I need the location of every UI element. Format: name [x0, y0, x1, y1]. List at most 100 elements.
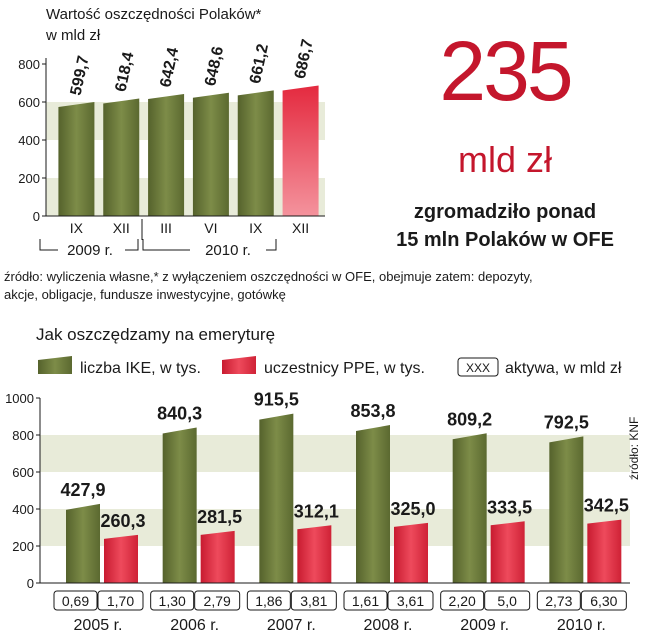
- bar-ppe: [104, 534, 138, 583]
- bar-ike-value-label: 792,5: [544, 412, 589, 432]
- asset-box-ppe: [484, 590, 531, 611]
- asset-box-ppe-label: 3,61: [397, 593, 424, 609]
- bar-ike: [356, 425, 390, 583]
- top-x-tick-label: IX: [70, 220, 84, 236]
- bottom-x-tick-label: 2008 r.: [364, 617, 413, 634]
- legend-label-ppe: uczestnicy PPE, w tys.: [264, 360, 425, 377]
- big-stat-caption-2: 15 mln Polaków w OFE: [396, 229, 614, 251]
- asset-box-ike-label: 1,61: [352, 593, 379, 609]
- bottom-chart-bands: [40, 435, 630, 546]
- legend-swatch-ppe: [222, 356, 256, 374]
- bar: [103, 98, 140, 216]
- top-chart-y-axis: 0 200 400 600 800: [18, 57, 47, 224]
- asset-box-ppe-label: 3,81: [300, 593, 327, 609]
- top-chart-x-axis: IX XII III VI IX XII: [46, 215, 325, 240]
- bottom-y-tick-label: 1000: [5, 391, 34, 406]
- asset-box-ppe: [290, 590, 337, 611]
- top-x-tick-label: III: [160, 220, 172, 236]
- bottom-y-tick-label: 800: [12, 428, 34, 443]
- bar: [148, 93, 185, 216]
- caption-ofe: OFE: [573, 229, 614, 251]
- asset-box-ike: [53, 590, 98, 611]
- top-chart: Wartość oszczędności Polaków* w mld zł 0…: [18, 6, 325, 259]
- bottom-chart-x-axis: 2005 r. 2006 r. 2007 r. 2008 r. 2009 r. 2010 …: [40, 582, 630, 634]
- asset-box-ppe: [194, 590, 241, 611]
- legend-label-assets: aktywa, w mld zł: [505, 360, 622, 377]
- bar-ppe-value-label: 333,5: [487, 497, 532, 517]
- bar-ike-value-label: 840,3: [157, 404, 202, 424]
- bar-ppe-value-label: 312,1: [294, 501, 339, 521]
- asset-box-ike: [440, 590, 485, 611]
- top-chart-unit: w mld zł: [45, 27, 101, 44]
- top-y-tick-label: 800: [18, 57, 40, 72]
- bar-ike-value-label: 853,8: [350, 401, 395, 421]
- source-note-line2: akcje, obligacje, fundusze inwestycyjne,…: [4, 287, 286, 302]
- big-stat-unit: mld zł: [458, 139, 552, 180]
- asset-box-ike: [343, 590, 388, 611]
- bar-highlight: [282, 85, 319, 216]
- bar-ike: [452, 433, 487, 583]
- bar-ppe-value-label: 342,5: [584, 496, 629, 516]
- year-bracket-2009-left: [39, 239, 58, 251]
- bar-value-label: 618,4: [113, 51, 138, 94]
- bottom-x-tick-label: 2007 r.: [267, 617, 316, 634]
- bar-value-label: 648,6: [202, 45, 227, 88]
- bar-ike-value-label: 427,9: [60, 480, 105, 500]
- bar-ppe-value-label: 260,3: [100, 511, 145, 531]
- big-stat: 235 mld zł zgromadziło ponad 15 mln Pola…: [396, 24, 614, 251]
- caption-plain: 15 mln Polaków w: [396, 229, 573, 251]
- big-stat-number: 235: [439, 24, 570, 118]
- bottom-x-tick-label: 2005 r.: [74, 617, 123, 634]
- bar-ppe-value-label: 325,0: [390, 499, 435, 519]
- bottom-chart-title: Jak oszczędzamy na emeryturę: [36, 325, 275, 344]
- asset-box-ike-label: 1,30: [159, 593, 186, 609]
- bar: [237, 90, 274, 216]
- asset-box-ppe-label: 1,70: [107, 593, 134, 609]
- top-y-tick-label: 600: [18, 95, 40, 110]
- asset-box-ppe-label: 6,30: [590, 593, 617, 609]
- asset-box-ppe: [387, 590, 434, 611]
- bottom-y-tick-label: 200: [12, 539, 34, 554]
- bar-value-label: 686,7: [292, 38, 317, 81]
- asset-box-ike: [536, 590, 581, 611]
- top-x-tick-label: XII: [113, 220, 130, 236]
- bar-ppe: [587, 519, 622, 583]
- bar-value-label: 642,4: [157, 46, 182, 89]
- top-x-tick-label: XII: [292, 220, 309, 236]
- bottom-y-tick-label: 600: [12, 465, 34, 480]
- top-y-tick-label: 400: [18, 133, 40, 148]
- asset-box-ppe: [580, 590, 627, 611]
- year-bracket-2010-left: [142, 239, 190, 251]
- top-chart-bars: 599,7 618,4 642,4 648,6 661,2 686,7: [58, 38, 319, 216]
- bar: [192, 92, 229, 216]
- asset-box-ppe: [97, 590, 144, 611]
- bottom-chart-source: źródło: KNF: [627, 417, 641, 480]
- bottom-band-1: [40, 435, 630, 472]
- asset-box-ike: [150, 590, 195, 611]
- big-stat-caption-1: zgromadziło ponad: [414, 201, 596, 223]
- bar-value-label: 599,7: [68, 54, 93, 97]
- bottom-x-tick-label: 2010 r.: [557, 617, 606, 634]
- bottom-chart-assets: 0,69 1,70 1,30 2,79 1,86 3,81 1,61 3,61 2,20 5,0 2…: [53, 590, 627, 611]
- asset-box-ike-label: 2,73: [545, 593, 572, 609]
- bar-ppe: [297, 525, 332, 583]
- bar-ike: [162, 427, 197, 583]
- year-label-2010: 2010 r.: [205, 242, 251, 259]
- asset-box-ike: [246, 590, 291, 611]
- top-y-tick-label: 0: [33, 209, 40, 224]
- bottom-chart-bars: 427,9 260,3 840,3 281,5 915,5 312,1 853,8 325,0…: [60, 390, 629, 583]
- asset-box-ppe-label: 5,0: [497, 593, 517, 609]
- asset-box-ike-label: 0,69: [62, 593, 89, 609]
- bar-ppe: [490, 521, 525, 583]
- asset-box-ike-label: 1,86: [255, 593, 282, 609]
- legend-label-ike: liczba IKE, w tys.: [80, 360, 201, 377]
- bar-ppe: [394, 522, 428, 583]
- bar-ike: [66, 503, 100, 583]
- bar-ppe-value-label: 281,5: [197, 507, 242, 527]
- legend-swatch-ike: [38, 356, 72, 374]
- bottom-band-0: [40, 509, 630, 546]
- bar-ppe: [200, 530, 235, 583]
- legend: liczba IKE, w tys. uczestnicy PPE, w tys…: [38, 356, 622, 377]
- asset-box-ppe-label: 2,79: [204, 593, 231, 609]
